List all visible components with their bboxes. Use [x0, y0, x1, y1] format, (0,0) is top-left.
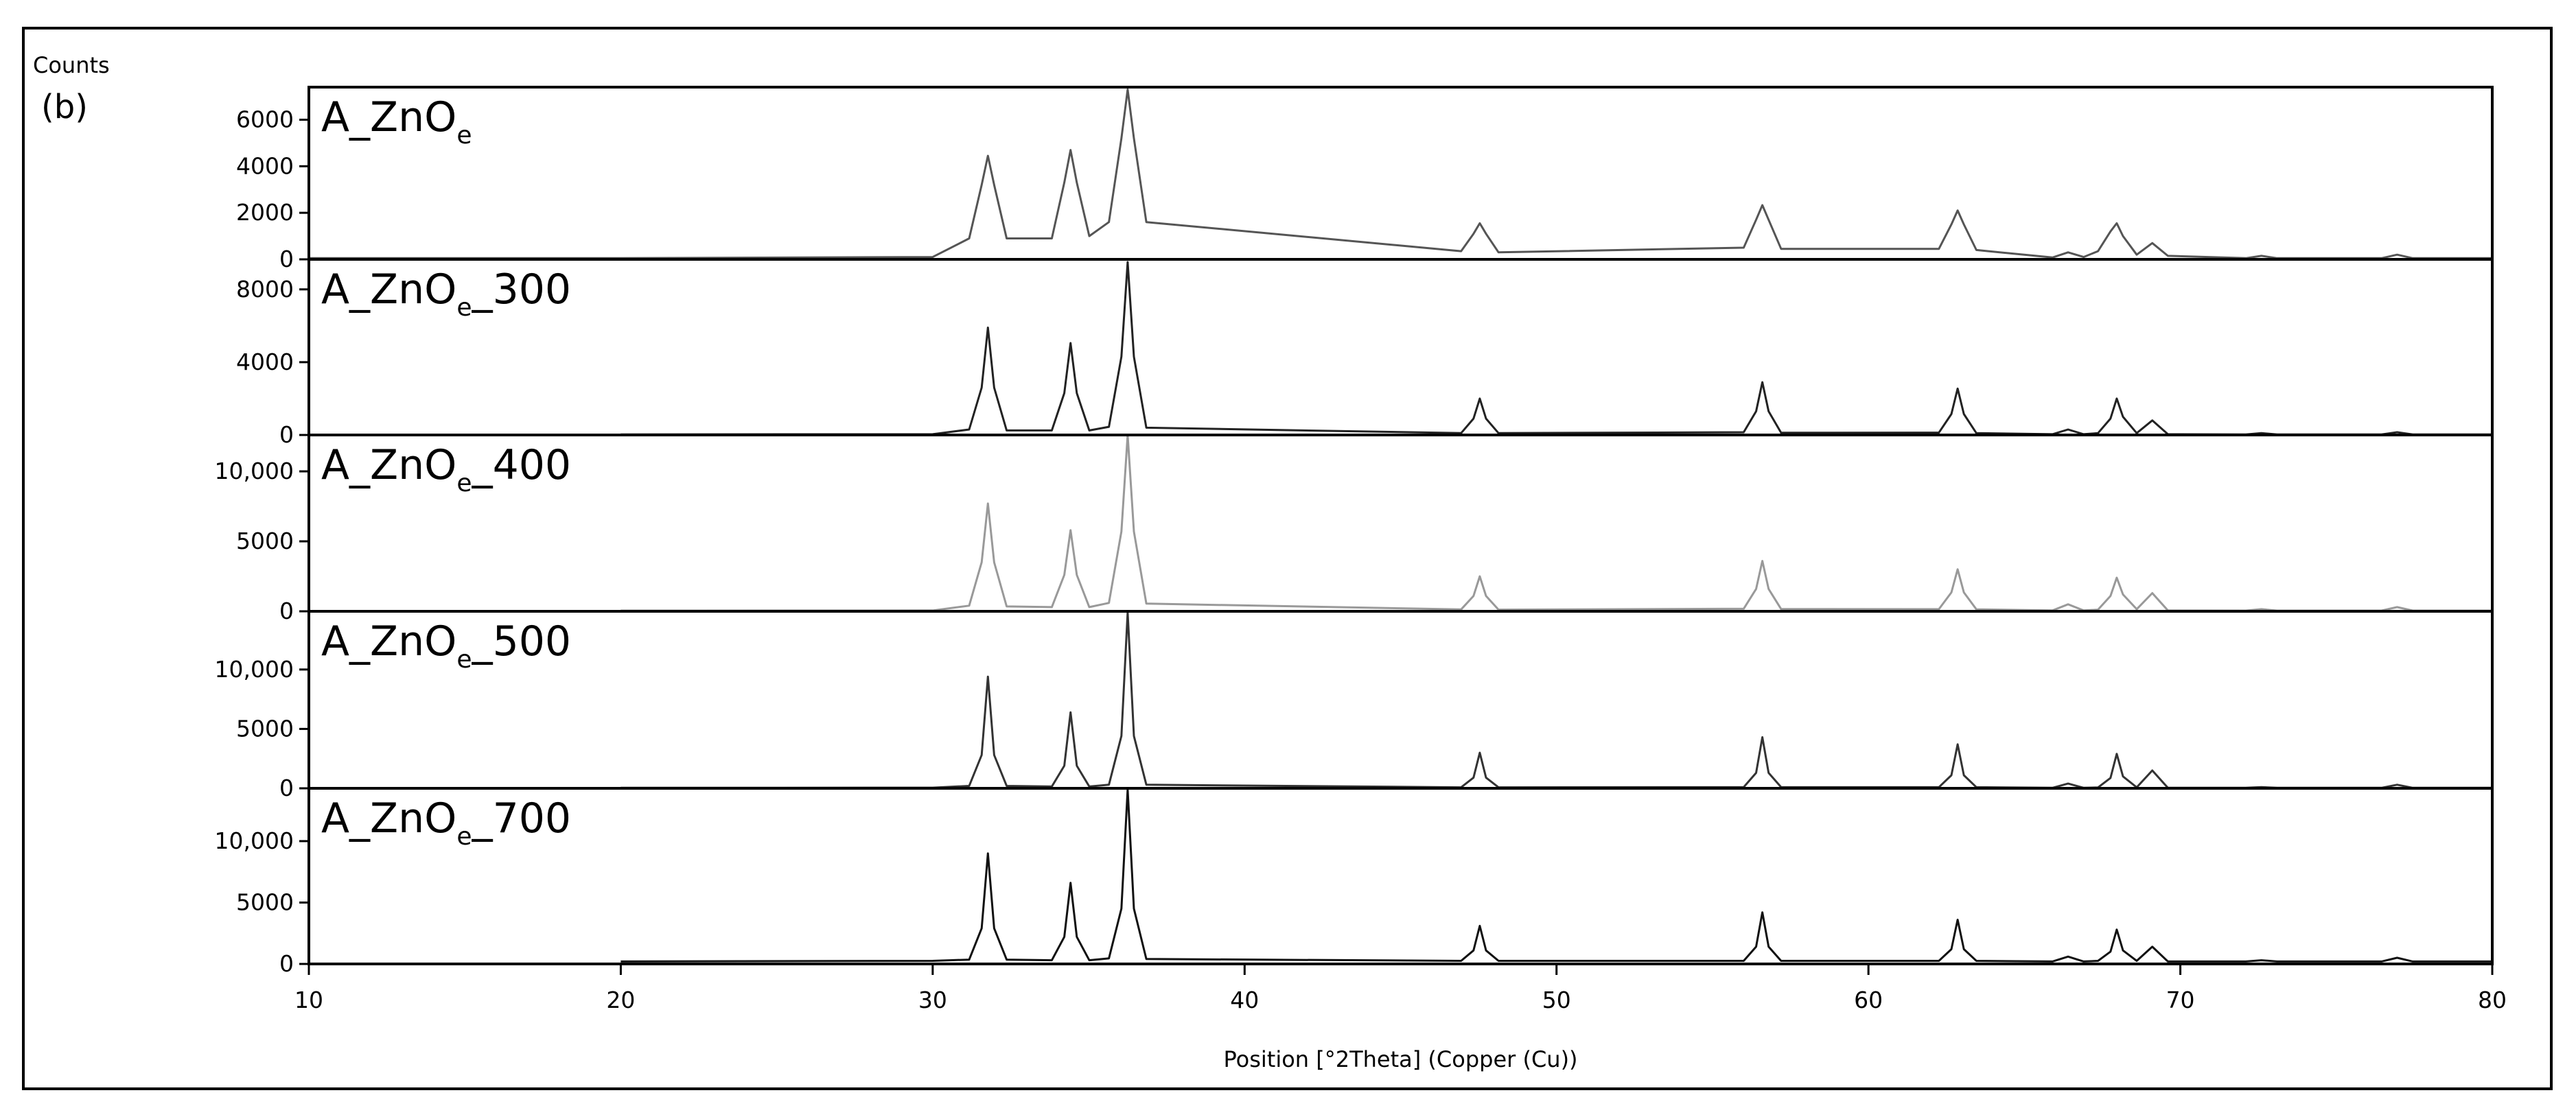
panel-title-suffix: _400 — [472, 441, 572, 489]
panel-frame — [308, 610, 2494, 790]
x-axis-label: Position [°2Theta] (Copper (Cu)) — [1223, 1046, 1577, 1072]
y-tick-label: 5000 — [236, 888, 294, 915]
y-tick-label: 2000 — [236, 199, 294, 226]
x-tick-label: 70 — [2166, 987, 2195, 1013]
panel-title-sub: e — [456, 469, 472, 497]
xrd-pattern — [620, 261, 2492, 436]
y-tick-label: 4000 — [236, 349, 294, 375]
x-tick-label: 50 — [1542, 987, 1571, 1013]
panel-title-main: A_ZnO — [321, 617, 456, 665]
xrd-pattern — [620, 611, 2492, 789]
y-tick-label: 0 — [279, 421, 294, 448]
x-tick-label: 10 — [294, 987, 323, 1013]
x-tick-label: 20 — [606, 987, 635, 1013]
panel-title: A_ZnOe_400 — [321, 441, 571, 497]
panel-title-suffix: _300 — [472, 266, 572, 314]
y-tick-label: 0 — [279, 775, 294, 801]
y-tick-label: 8000 — [236, 276, 294, 303]
panel-title-sub: e — [456, 823, 472, 851]
panel-title-main: A_ZnO — [321, 794, 456, 843]
x-tick-label: 30 — [918, 987, 947, 1013]
x-tick-label: 60 — [1854, 987, 1883, 1013]
xrd-pattern — [620, 434, 2492, 612]
x-tick-label: 40 — [1230, 987, 1259, 1013]
y-tick-label: 0 — [279, 950, 294, 977]
y-tick-label: 10,000 — [215, 656, 294, 683]
x-tick-label: 80 — [2478, 987, 2507, 1013]
panel-title: A_ZnOe — [321, 93, 472, 150]
y-axis-label: Counts — [33, 52, 110, 78]
panel-title-sub: e — [456, 294, 472, 322]
panel-frame — [308, 86, 2494, 261]
y-tick-label: 0 — [279, 246, 294, 272]
y-tick-label: 5000 — [236, 715, 294, 742]
panel-frame — [308, 787, 2494, 965]
panel-annotation: (b) — [41, 88, 88, 126]
panel-title: A_ZnOe_300 — [321, 266, 571, 322]
outer-frame — [22, 27, 2553, 1090]
y-tick-label: 10,000 — [215, 827, 294, 854]
xrd-pattern — [620, 788, 2492, 963]
y-tick-label: 0 — [279, 598, 294, 624]
panel-title-main: A_ZnO — [321, 266, 456, 314]
panel-frame — [308, 258, 2494, 436]
panel-title-suffix: _700 — [472, 794, 572, 843]
y-tick-label: 10,000 — [215, 458, 294, 484]
y-tick-label: 5000 — [236, 528, 294, 554]
panel-title-sub: e — [456, 121, 472, 150]
panel-title: A_ZnOe_700 — [321, 794, 571, 851]
panel-frame — [308, 434, 2494, 613]
panel-title-suffix: _500 — [472, 617, 572, 665]
panel-title-main: A_ZnO — [321, 93, 456, 141]
y-tick-label: 4000 — [236, 152, 294, 179]
xrd-pattern — [309, 88, 2492, 259]
panel-title-sub: e — [456, 646, 472, 674]
panel-title: A_ZnOe_500 — [321, 617, 571, 674]
panel-title-main: A_ZnO — [321, 441, 456, 489]
y-tick-label: 6000 — [236, 106, 294, 132]
